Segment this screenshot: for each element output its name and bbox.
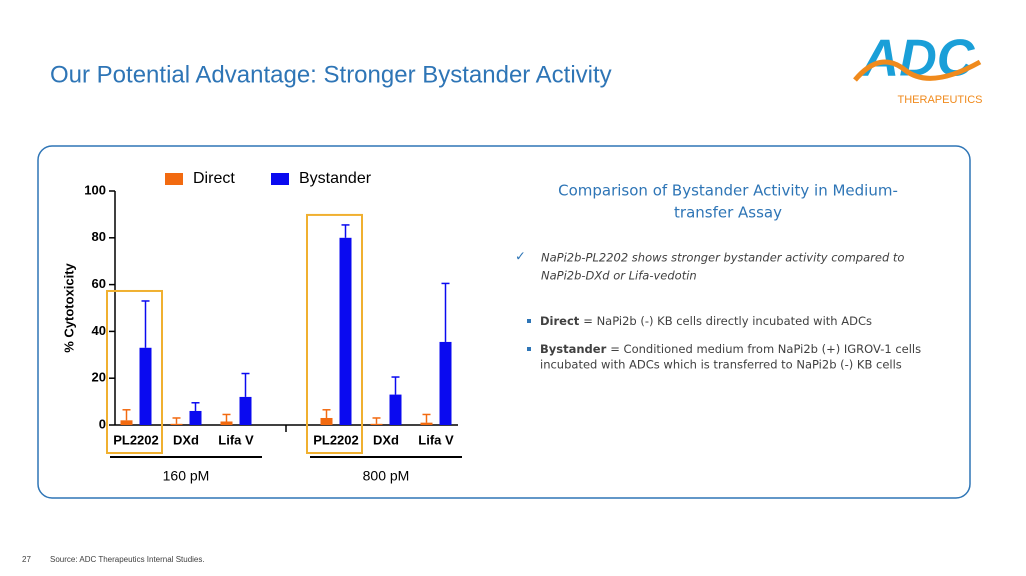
y-axis-label: % Cytotoxicity (61, 262, 76, 352)
check-note: NaPi2b-PL2202 shows stronger bystander a… (541, 251, 904, 265)
bar (139, 347, 152, 425)
bar (170, 423, 183, 425)
group-label: 800 pM (363, 468, 410, 484)
logo-subtitle: THERAPEUTICS (898, 94, 983, 106)
bar (120, 420, 133, 425)
bullet-list: Direct = NaPi2b (-) KB cells directly inc… (527, 314, 921, 372)
x-tick-label: Lifa V (218, 432, 254, 447)
highlight-box (106, 289, 163, 455)
check-note: NaPi2b-DXd or Lifa-vedotin (541, 269, 697, 283)
bar (320, 417, 333, 425)
page-number: 27 (22, 555, 31, 564)
bullet-marker (527, 319, 531, 323)
x-tick-label: DXd (173, 432, 199, 447)
y-tick-label: 0 (99, 416, 106, 431)
bar (339, 237, 352, 425)
bar (420, 422, 433, 425)
slide-title: Our Potential Advantage: Stronger Bystan… (50, 61, 612, 88)
y-tick-label: 20 (92, 370, 106, 385)
legend-swatch (271, 173, 289, 185)
logo: ADC THERAPEUTICS (853, 30, 983, 106)
bullet-text: = NaPi2b (-) KB cells directly incubated… (583, 314, 872, 328)
x-tick-label: Lifa V (418, 432, 454, 447)
legend-swatch (165, 173, 183, 185)
group-label: 160 pM (163, 468, 210, 484)
bullet-text: = Conditioned medium from NaPi2b (+) IGR… (610, 342, 921, 356)
bullet-line: incubated with ADCs which is transferred… (540, 358, 902, 372)
bar (439, 341, 452, 425)
bar (189, 410, 202, 425)
bar (239, 396, 252, 425)
panel-title: transfer Assay (674, 204, 782, 222)
bullet-term: Direct (540, 314, 580, 328)
panel-title: Comparison of Bystander Activity in Medi… (558, 182, 898, 200)
bar (370, 423, 383, 425)
x-tick-label: PL2202 (313, 432, 359, 447)
check-icon: ✓ (515, 248, 526, 263)
y-tick-label: 40 (92, 323, 106, 338)
y-tick-label: 60 (92, 276, 106, 291)
x-tick-label: PL2202 (113, 432, 159, 447)
legend-label: Direct (193, 170, 235, 187)
content-box (37, 145, 971, 499)
highlight-box (306, 213, 363, 454)
bullet-marker (527, 347, 531, 351)
bullet-line: Bystander = Conditioned medium from NaPi2… (540, 342, 921, 356)
bullet-line: Direct = NaPi2b (-) KB cells directly inc… (540, 314, 872, 328)
legend-label: Bystander (299, 170, 372, 187)
bullet-term: Bystander (540, 342, 607, 356)
bar (389, 394, 402, 425)
y-tick-label: 100 (84, 182, 106, 197)
x-tick-label: DXd (373, 432, 399, 447)
bar (220, 421, 233, 425)
y-tick-label: 80 (92, 229, 106, 244)
logo-swoosh (853, 59, 982, 82)
source-note: Source: ADC Therapeutics Internal Studie… (50, 555, 205, 564)
